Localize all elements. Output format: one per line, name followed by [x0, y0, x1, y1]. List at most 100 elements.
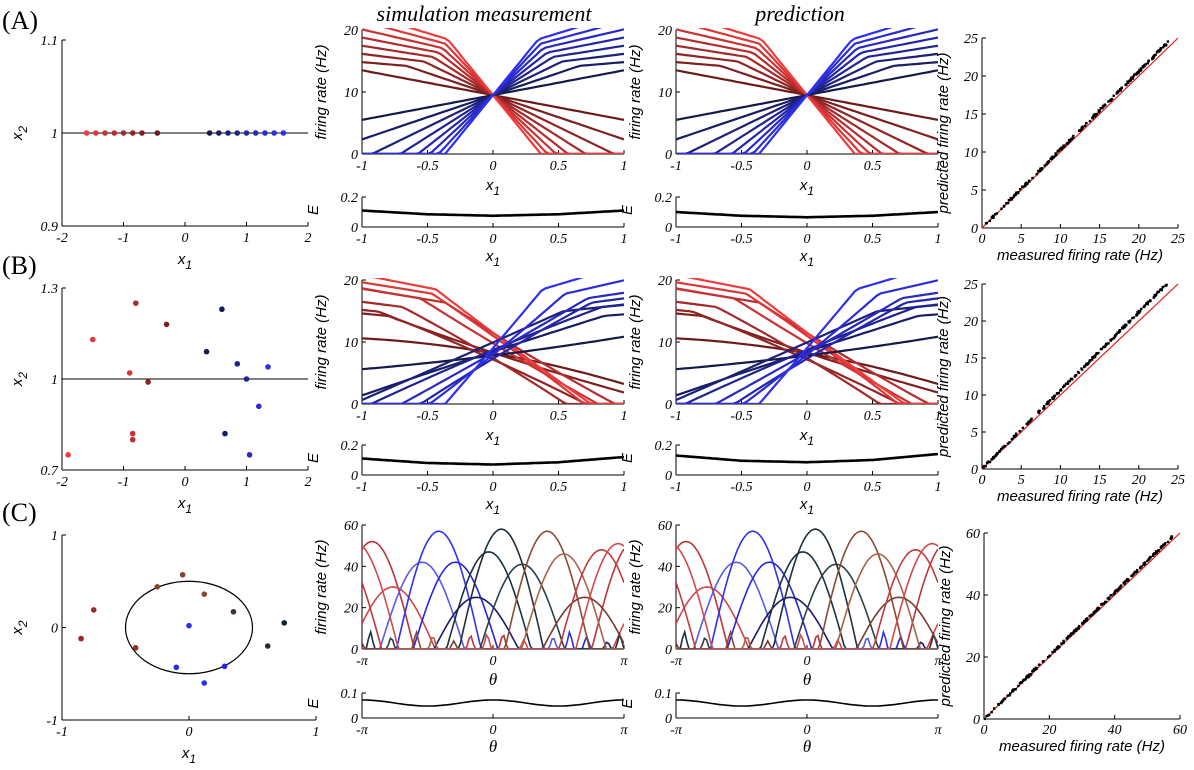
data-point: [1149, 299, 1152, 303]
y-axis-label: predicted firing rate (Hz): [937, 546, 954, 708]
data-point: [1092, 114, 1095, 117]
y-tick-label: 1.3: [41, 282, 59, 297]
data-point: [1062, 641, 1065, 645]
data-point: [1144, 63, 1148, 66]
data-point: [1051, 397, 1055, 401]
data-point: [992, 456, 996, 459]
tuning-curve: [362, 553, 624, 649]
x-tick-label: 0: [981, 723, 988, 738]
data-point: [1068, 634, 1072, 637]
data-point: [1066, 142, 1069, 146]
data-point: [1072, 630, 1075, 634]
data-point: [1095, 352, 1098, 356]
tuning-curve: [362, 563, 624, 649]
data-point: [1073, 375, 1077, 378]
axis-label-subscript: 1: [807, 503, 814, 517]
axis-label-base: x: [9, 627, 26, 636]
y-tick-label: 60: [344, 519, 358, 534]
data-point: [1032, 669, 1035, 672]
data-point: [1025, 422, 1029, 425]
axis-label-base: x: [799, 496, 808, 513]
x-tick-label: 0: [490, 723, 497, 738]
y-tick-label: 1: [51, 127, 58, 142]
tuning-curve: [362, 28, 603, 154]
data-point: [1119, 87, 1122, 91]
tuning-curve: [362, 297, 624, 404]
data-point: [1115, 332, 1118, 336]
data-point: [1062, 144, 1065, 147]
data-point: [1047, 402, 1050, 405]
data-point: [1086, 617, 1089, 620]
data-point: [995, 212, 999, 215]
data-point: [992, 707, 996, 710]
data-point: [1141, 65, 1145, 69]
data-point: [997, 703, 1000, 706]
data-point: [1140, 307, 1143, 311]
x-tick-label: 0.5: [864, 159, 882, 174]
data-point: [1008, 694, 1011, 697]
data-point: [1112, 94, 1115, 97]
y-tick-label: 10: [658, 86, 672, 101]
data-point: [1041, 659, 1045, 663]
x-tick-label: -0.5: [416, 159, 438, 174]
data-point: [1001, 446, 1004, 449]
y-tick-label: 10: [964, 389, 978, 404]
axis-label-subscript: 2: [16, 372, 30, 380]
x-tick-label: -2: [56, 231, 68, 246]
neuron-point: [203, 348, 210, 355]
comparison-panel-b: 0 5 10 15 20 25 0 5 10 15 20 25 measured firing rate…: [935, 278, 1185, 505]
x-tick-label: 0.5: [550, 159, 568, 174]
x-tick-label: 0.5: [550, 232, 568, 247]
tuning-curve: [676, 28, 938, 154]
x-tick-label: 0.5: [864, 409, 882, 424]
neuron-point: [230, 608, 237, 615]
axis-label-base: x: [485, 177, 494, 194]
tuning-curve: [362, 542, 624, 649]
data-point: [988, 219, 992, 223]
neuron-point: [111, 130, 118, 136]
y-tick-label: 0.2: [655, 439, 673, 454]
x-axis-label: measured firing rate (Hz): [999, 738, 1165, 755]
data-point: [1135, 313, 1138, 317]
data-point: [1019, 680, 1023, 684]
y-tick-label: 0: [973, 713, 980, 728]
data-point: [1112, 336, 1116, 340]
y-axis-label: firing rate (Hz): [313, 44, 330, 139]
neuron-point: [281, 620, 288, 626]
y-tick-label: 0: [351, 643, 358, 658]
data-point: [1055, 647, 1059, 651]
x-tick-label: -1: [356, 159, 368, 174]
data-point: [1137, 310, 1140, 314]
tuning-curve: [362, 561, 624, 649]
data-point: [1077, 371, 1081, 375]
tuning-curve: [362, 548, 624, 649]
data-point: [1048, 654, 1052, 657]
data-point: [1151, 554, 1155, 557]
data-point: [1107, 342, 1110, 345]
data-point: [1077, 624, 1081, 628]
data-point: [1130, 574, 1134, 577]
data-point: [1053, 394, 1056, 398]
x-tick-label: 0.5: [864, 232, 882, 247]
data-point: [1147, 59, 1150, 62]
neuron-point: [173, 664, 180, 671]
x-tick-label: 40: [1108, 723, 1122, 738]
x-axis-label: x1: [177, 251, 192, 272]
data-point: [1014, 193, 1017, 197]
data-point: [1089, 359, 1092, 362]
data-point: [1120, 86, 1123, 90]
x-tick-label: 1: [621, 409, 628, 424]
tuning-curve: [676, 44, 938, 154]
energy-curve: [362, 699, 624, 707]
x-tick-label: 1: [313, 725, 320, 740]
x-axis-label: x1: [181, 745, 196, 766]
data-point: [1098, 109, 1101, 113]
data-point: [998, 449, 1001, 453]
x-tick-label: -1: [670, 480, 682, 495]
data-point: [1113, 591, 1116, 594]
data-point: [1160, 288, 1164, 292]
